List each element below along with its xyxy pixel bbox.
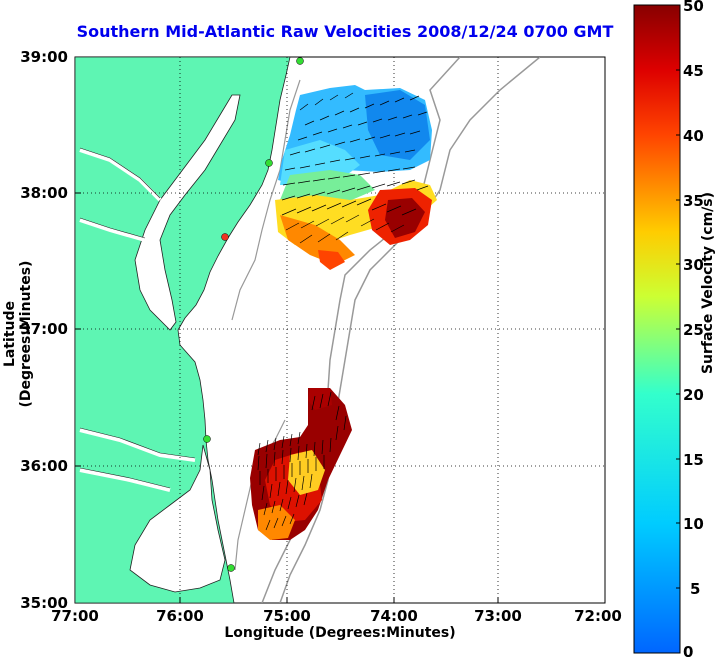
radar-station-marker	[296, 57, 304, 65]
x-tick-label: 74:00	[370, 607, 418, 625]
chart-title: Southern Mid-Atlantic Raw Velocities 200…	[76, 22, 614, 41]
velocity-field-south	[250, 388, 352, 540]
colorbar-tick-label: 40	[683, 127, 704, 145]
colorbar-tick-label: 15	[683, 451, 704, 469]
y-tick-label: 38:00	[20, 184, 68, 202]
colorbar	[633, 4, 681, 654]
colorbar-tick-label: 0	[683, 643, 694, 661]
bay-water	[134, 94, 241, 331]
axis-ticks	[75, 192, 499, 603]
x-tick-label: 76:00	[156, 607, 204, 625]
colorbar-ticks	[676, 69, 680, 589]
radar-station-marker	[221, 233, 229, 241]
colorbar-tick-label: 5	[690, 580, 701, 598]
radar-station-marker	[265, 159, 273, 167]
radar-station-marker	[203, 435, 211, 443]
river-outline	[79, 147, 196, 489]
river-water	[79, 148, 196, 492]
colorbar-tick-label: 25	[683, 321, 704, 339]
x-tick-label: 75:00	[263, 607, 311, 625]
y-tick-label: 37:00	[20, 320, 68, 338]
colorbar-tick-label: 35	[683, 192, 704, 210]
x-axis-label: Longitude (Degrees:Minutes)	[224, 625, 456, 641]
colorbar-tick-label: 10	[683, 515, 704, 533]
x-tick-label: 72:00	[574, 607, 622, 625]
y-tick-label: 36:00	[20, 457, 68, 475]
colorbar-tick-label: 50	[683, 0, 704, 15]
colorbar-tick-label: 30	[683, 256, 704, 274]
radar-station-marker	[227, 564, 235, 572]
colorbar-tick-label: 45	[683, 62, 704, 80]
bathymetry-contour	[279, 57, 541, 603]
land-mass	[75, 57, 291, 603]
x-tick-label: 73:00	[474, 607, 522, 625]
y-axis-label: Latitude (Degrees:Minutes)	[2, 260, 34, 408]
colorbar-tick-label: 20	[683, 386, 704, 404]
velocity-field-north	[275, 85, 437, 270]
y-tick-label: 39:00	[20, 48, 68, 66]
y-tick-label: 35:00	[20, 594, 68, 612]
x-tick-label: 77:00	[51, 607, 99, 625]
